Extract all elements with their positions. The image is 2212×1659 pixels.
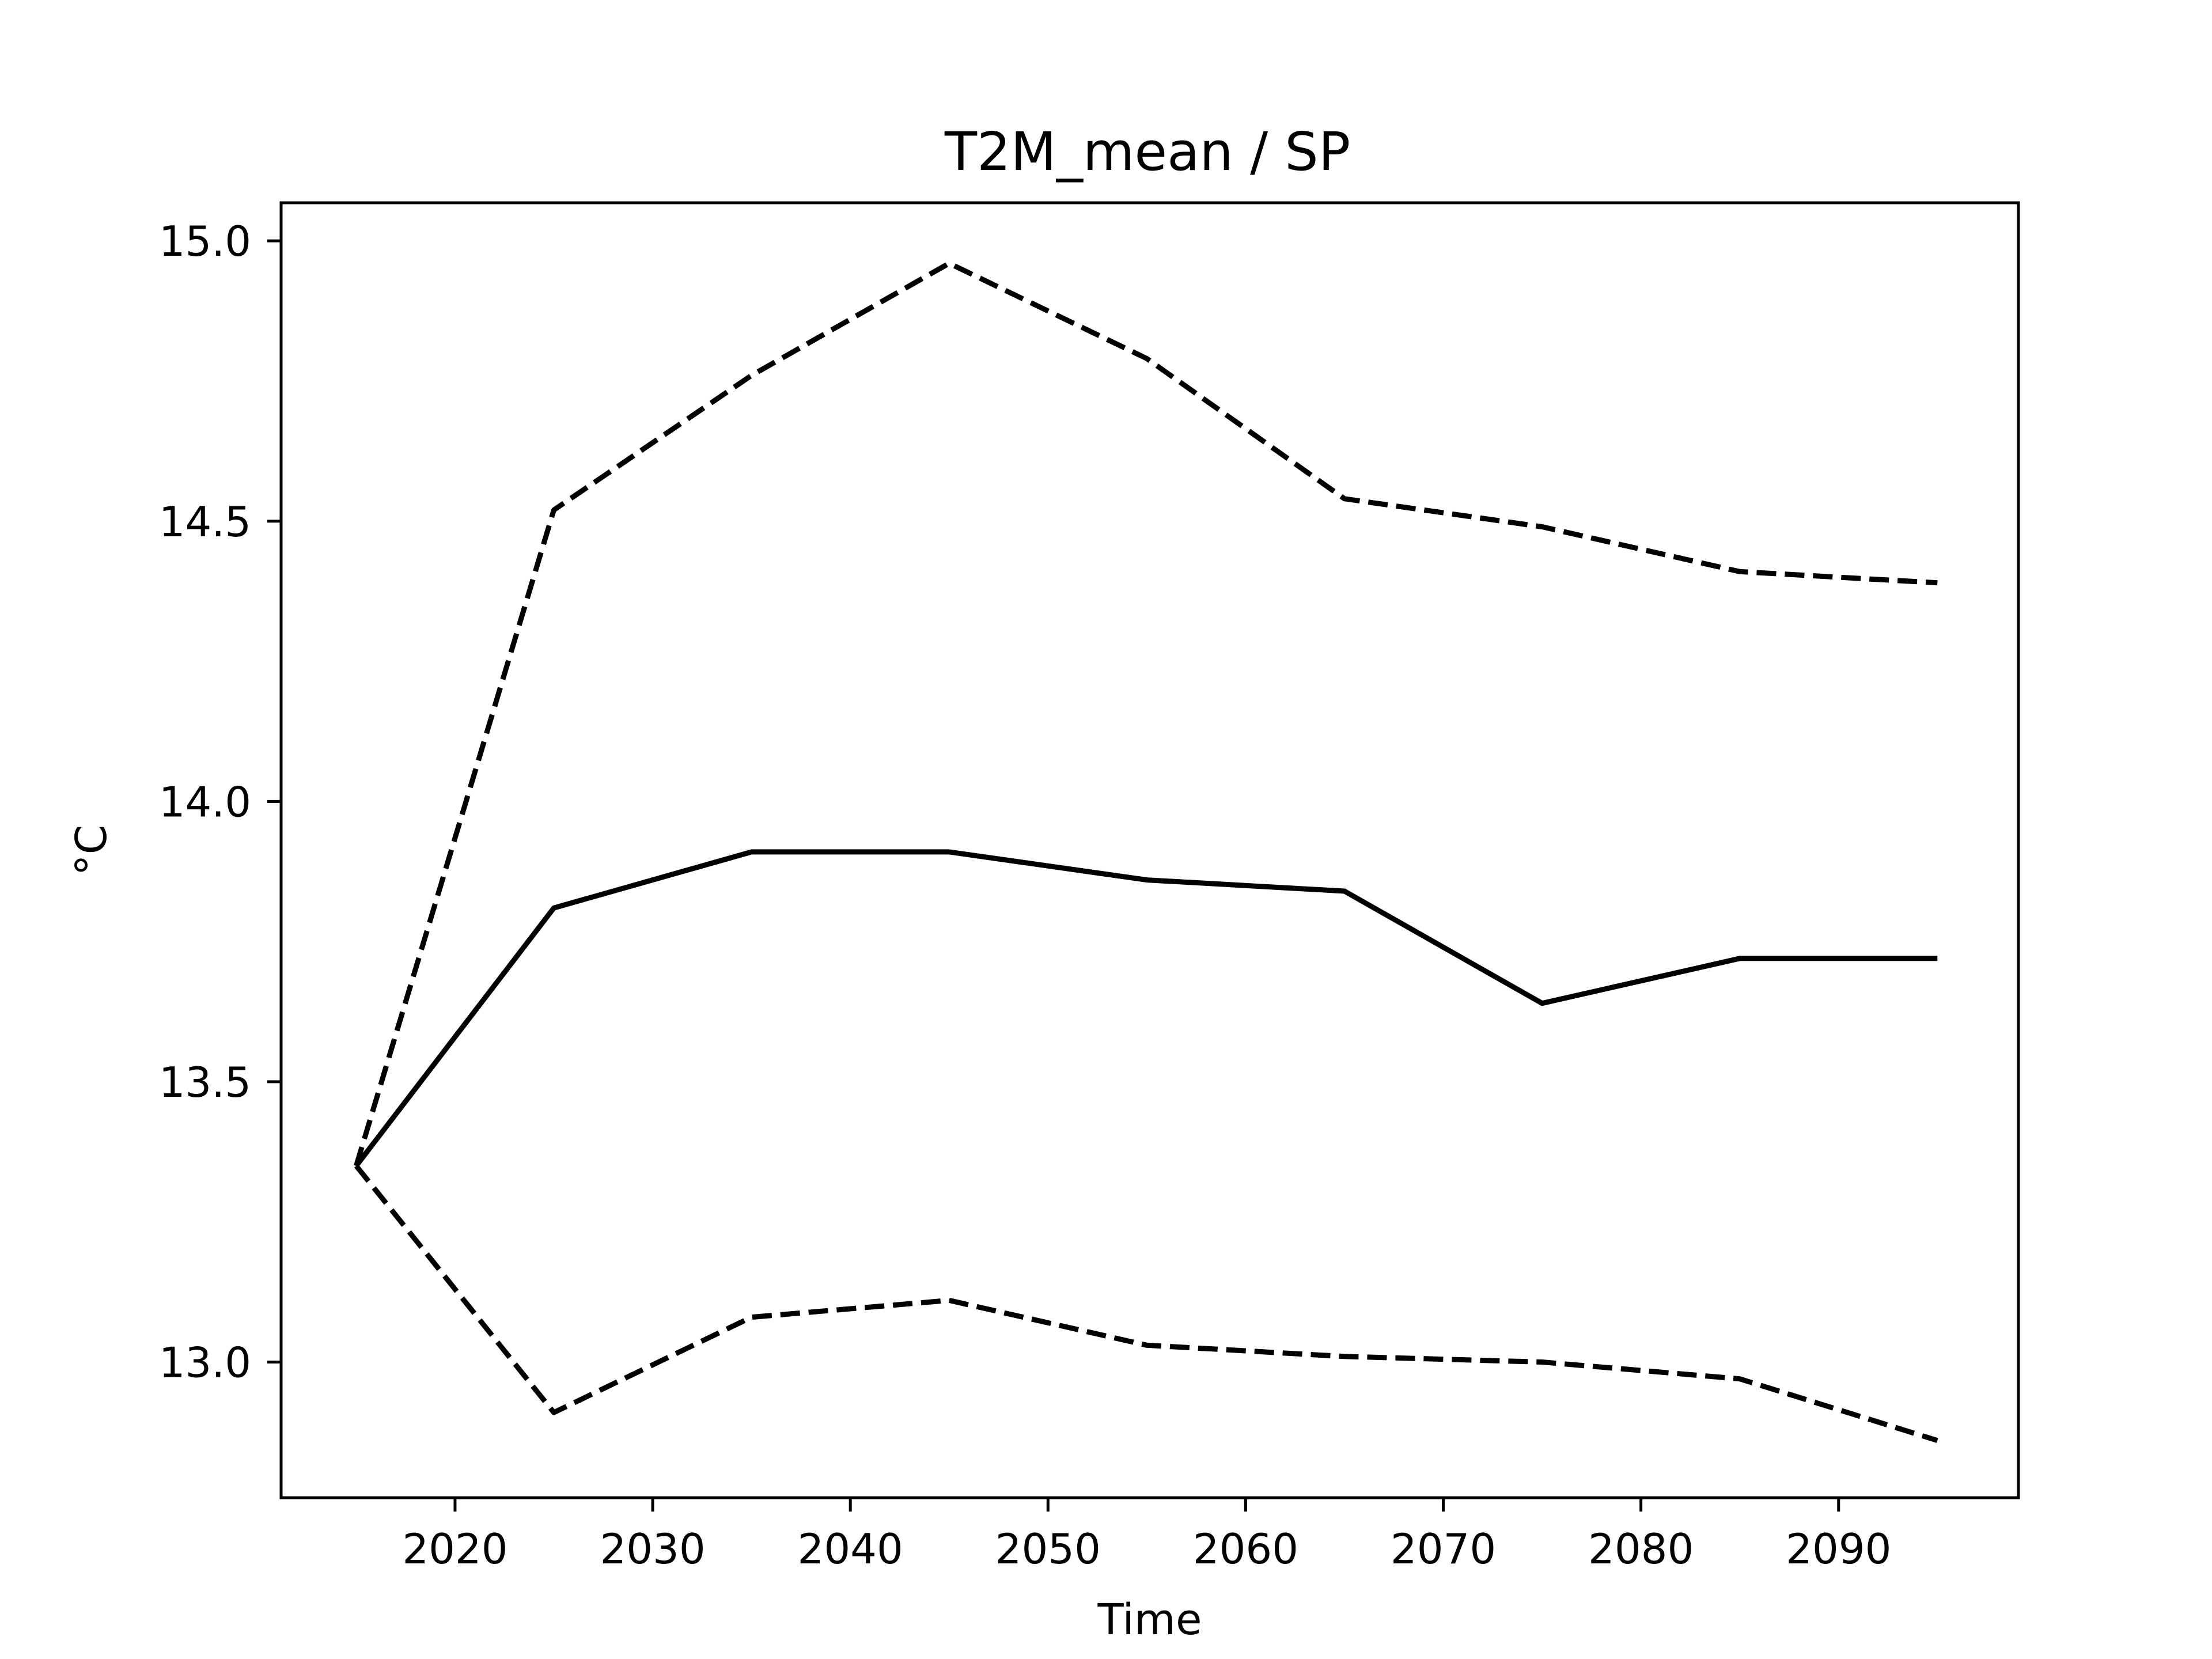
y-tick-label: 14.5 [159, 498, 251, 546]
y-tick-label: 13.5 [159, 1058, 251, 1107]
dashed-series-line-1 [354, 260, 1938, 1167]
x-tick-label: 2090 [1786, 1525, 1891, 1573]
dashed-series-line-2 [354, 1164, 1938, 1443]
x-axis-label: Time [1097, 1595, 1202, 1645]
x-tick-label: 2070 [1391, 1525, 1496, 1573]
x-tick-label: 2040 [798, 1525, 903, 1573]
x-tick-label: 2060 [1193, 1525, 1298, 1573]
x-axis-ticks: 2020 2030 2040 2050 2060 2070 2080 2090 [402, 1498, 1891, 1573]
x-tick-label: 2020 [402, 1525, 507, 1573]
y-tick-label: 15.0 [159, 217, 251, 266]
y-axis-ticks: 13.0 13.5 14.0 14.5 15.0 [159, 217, 281, 1387]
solid-series-line-0 [354, 849, 1938, 1168]
y-tick-label: 13.0 [159, 1338, 251, 1387]
chart-title: T2M_mean / SP [944, 121, 1350, 183]
x-tick-label: 2050 [995, 1525, 1101, 1573]
plot-area-frame [279, 201, 2020, 1499]
y-tick-label: 14.0 [159, 778, 251, 826]
x-tick-label: 2030 [600, 1525, 705, 1573]
y-axis-label: °C [67, 825, 116, 876]
series-layer [354, 260, 1938, 1443]
x-tick-label: 2080 [1588, 1525, 1694, 1573]
